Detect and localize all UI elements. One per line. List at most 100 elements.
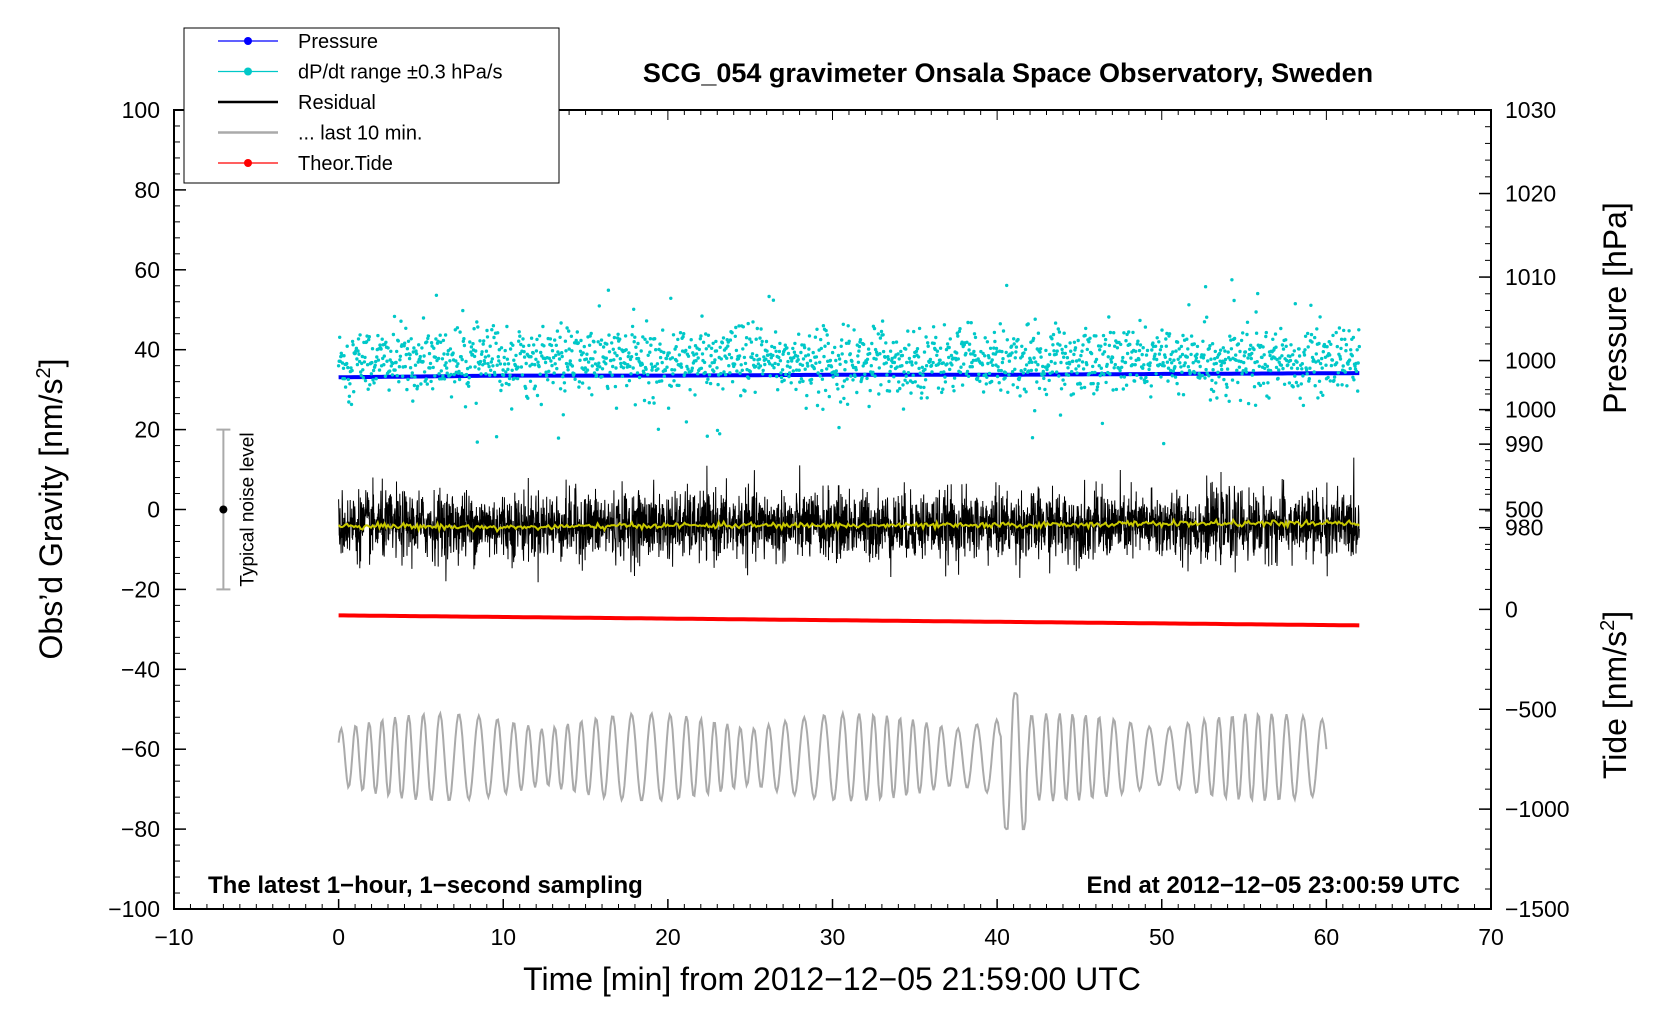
legend-marker: [244, 159, 252, 167]
dpdt-point: [1276, 376, 1280, 381]
y-tick-label: 20: [134, 417, 160, 443]
dpdt-point: [805, 361, 809, 365]
dpdt-point: [816, 390, 821, 394]
dpdt-point: [1349, 348, 1353, 352]
dpdt-point: [639, 349, 643, 353]
dpdt-point: [820, 377, 825, 381]
dpdt-point: [1077, 358, 1082, 362]
dpdt-point: [1281, 347, 1286, 351]
dpdt-point: [384, 340, 388, 344]
dpdt-point: [646, 353, 650, 357]
dpdt-point: [1347, 329, 1351, 333]
dpdt-point: [1034, 368, 1039, 372]
dpdt-point: [1281, 366, 1285, 371]
dpdt-point: [1204, 367, 1208, 372]
dpdt-point: [986, 361, 990, 366]
dpdt-point: [521, 337, 525, 341]
dpdt-point: [425, 340, 429, 344]
dpdt-point: [644, 367, 648, 371]
dpdt-point: [374, 359, 378, 364]
dpdt-point: [718, 345, 722, 349]
dpdt-point: [577, 385, 581, 389]
dpdt-point: [429, 341, 434, 345]
dpdt-point: [1275, 357, 1279, 362]
dpdt-point: [1250, 373, 1255, 377]
dpdt-point: [746, 321, 750, 326]
dpdt-point: [1083, 333, 1087, 338]
dpdt-point: [1014, 350, 1018, 354]
y-tick-label: 0: [147, 497, 160, 523]
dpdt-point: [1035, 380, 1039, 384]
pressure-tick-label: 1020: [1505, 181, 1556, 207]
dpdt-point: [1060, 351, 1065, 355]
dpdt-point: [601, 345, 606, 349]
dpdt-point: [538, 372, 542, 376]
dpdt-point: [1235, 368, 1239, 372]
dpdt-point: [861, 364, 865, 368]
dpdt-point: [1015, 385, 1020, 390]
dpdt-point: [1356, 389, 1360, 393]
dpdt-point: [390, 373, 395, 377]
dpdt-point: [383, 374, 388, 378]
dpdt-point: [950, 363, 954, 367]
dpdt-point: [973, 335, 978, 340]
dpdt-point: [730, 331, 734, 335]
dpdt-point: [1036, 331, 1041, 335]
dpdt-point: [431, 387, 435, 391]
dpdt-point: [1245, 320, 1250, 324]
dpdt-point: [1012, 337, 1016, 341]
dpdt-point: [653, 337, 657, 341]
dpdt-point: [991, 363, 995, 367]
dpdt-point: [1125, 332, 1129, 337]
dpdt-point: [507, 376, 512, 381]
tide-axis-label-main: Tide [nm/s: [1597, 631, 1633, 779]
dpdt-point: [972, 332, 977, 336]
dpdt-point: [862, 342, 866, 347]
dpdt-point: [436, 339, 440, 343]
dpdt-point: [1295, 360, 1299, 364]
dpdt-point: [529, 336, 534, 340]
dpdt-point: [1213, 357, 1217, 361]
dpdt-point: [1062, 355, 1066, 359]
dpdt-point: [714, 339, 718, 344]
dpdt-point: [1179, 365, 1183, 369]
dpdt-point: [914, 349, 919, 354]
dpdt-point: [1300, 362, 1305, 366]
dpdt-point: [988, 346, 993, 350]
dpdt-point: [1291, 385, 1295, 389]
dpdt-point: [1194, 356, 1199, 360]
dpdt-point: [707, 344, 711, 348]
dpdt-point: [591, 357, 595, 361]
dpdt-point: [845, 377, 849, 381]
dpdt-point: [1009, 344, 1014, 348]
dpdt-point: [548, 337, 553, 341]
dpdt-point: [992, 346, 996, 350]
dpdt-point: [405, 347, 410, 351]
dpdt-point: [1157, 340, 1161, 344]
dpdt-point: [1007, 373, 1011, 377]
dpdt-point: [1172, 358, 1176, 362]
dpdt-point: [1047, 378, 1051, 383]
dpdt-point: [1058, 413, 1063, 417]
dpdt-point: [492, 335, 496, 340]
dpdt-point: [678, 331, 683, 335]
dpdt-point: [341, 366, 346, 370]
dpdt-point: [500, 383, 504, 387]
dpdt-point: [1062, 331, 1066, 335]
dpdt-point: [434, 293, 439, 297]
dpdt-point: [1080, 360, 1085, 364]
dpdt-point: [604, 362, 608, 366]
dpdt-point: [516, 365, 520, 369]
dpdt-point: [655, 362, 660, 366]
dpdt-point: [558, 387, 563, 391]
dpdt-point: [802, 345, 807, 350]
dpdt-point: [965, 369, 970, 374]
dpdt-point: [464, 359, 468, 364]
dpdt-point: [1310, 340, 1314, 344]
dpdt-point: [758, 364, 763, 368]
y-tick-label: 100: [122, 97, 160, 123]
dpdt-point: [382, 363, 386, 367]
dpdt-point: [816, 371, 820, 375]
dpdt-point: [917, 326, 922, 331]
dpdt-point: [628, 364, 632, 369]
